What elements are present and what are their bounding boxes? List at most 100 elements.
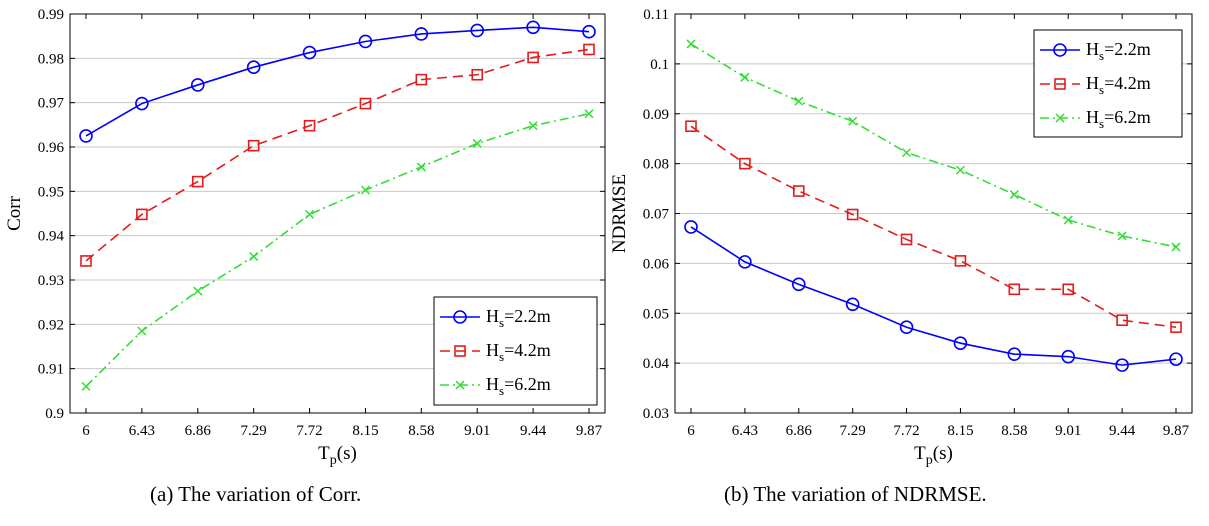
chart-corr: 0.9 0.91 0.92 0.93 0.94 0.95 0.96 0.97 0.98 0.99 6… (4, 7, 606, 468)
data-point (416, 162, 426, 172)
legend-marker (1053, 43, 1067, 57)
legend-label-rest: =2.2m (504, 306, 551, 326)
data-point (792, 185, 805, 197)
y-tick-label: 0.9 (45, 406, 64, 422)
y-tick-label: 0.94 (38, 229, 65, 245)
y-tick-label: 0.99 (38, 7, 64, 23)
x-tick-label: 6 (687, 423, 695, 439)
legend-marker (455, 380, 465, 390)
y-tick-label: 0.09 (643, 107, 669, 123)
data-point (953, 336, 968, 350)
plot-frame (674, 13, 1193, 414)
x-axis-label-unit: (s) (933, 443, 953, 464)
data-point (1171, 242, 1181, 252)
data-point (191, 175, 204, 188)
series-line (85, 48, 590, 262)
legend-marker (1055, 113, 1065, 123)
x-tick-label: 8.58 (408, 423, 434, 439)
legend-label-main: H (486, 340, 499, 360)
legend-label-main: H (1086, 107, 1099, 127)
y-tick-label: 0.11 (643, 7, 669, 23)
x-tick-label: 7.29 (241, 423, 267, 439)
series-line (690, 226, 1177, 366)
series-line (85, 112, 590, 387)
legend-label: Hs=6.2m (486, 374, 551, 398)
x-tick-label: 7.72 (893, 423, 919, 439)
data-point (794, 96, 804, 106)
legend-label: Hs=4.2m (1086, 73, 1151, 97)
caption-ndrmse: (b) The variation of NDRMSE. (724, 482, 987, 506)
legend-label: Hs=4.2m (486, 340, 551, 364)
legend-label-sub: s (499, 349, 504, 364)
data-point (359, 97, 372, 110)
series-3 (686, 39, 1181, 252)
series-1 (79, 20, 596, 143)
data-point (137, 326, 147, 336)
data-point (845, 297, 860, 312)
x-tick-label: 9.87 (1163, 423, 1190, 439)
y-tick-label: 0.03 (643, 406, 669, 422)
data-point (246, 60, 261, 74)
data-point (472, 138, 482, 148)
data-point (1007, 347, 1022, 361)
x-tick-label: 8.15 (947, 423, 973, 439)
data-point (193, 286, 203, 296)
x-tick-label: 6.86 (786, 423, 813, 439)
x-tick-label: 8.15 (352, 423, 378, 439)
data-point (685, 120, 697, 133)
x-axis-label-main: T (318, 443, 330, 464)
data-point (302, 45, 317, 60)
data-point (1115, 358, 1129, 372)
data-point (81, 381, 91, 391)
y-tick-label: 0.04 (643, 356, 670, 372)
data-point (470, 23, 485, 38)
y-tick-label: 0.96 (38, 140, 65, 156)
x-tick-label: 8.58 (1001, 423, 1027, 439)
x-tick-label: 7.29 (840, 423, 866, 439)
data-point (582, 24, 596, 39)
data-point (358, 34, 373, 49)
data-point (1169, 352, 1183, 366)
x-tick-label: 9.01 (464, 423, 490, 439)
y-tick-label: 0.97 (38, 96, 65, 112)
data-point (303, 119, 316, 132)
legend-entry-2: Hs=4.2m (1040, 73, 1151, 97)
data-point (1062, 283, 1075, 296)
data-point (415, 73, 428, 86)
data-point (247, 139, 260, 152)
data-point (1116, 314, 1128, 327)
x-axis-label-sub: p (330, 453, 337, 468)
data-point (583, 43, 595, 56)
x-tick-label: 6.43 (129, 423, 155, 439)
data-point (900, 233, 913, 246)
legend-label-sub: s (499, 315, 504, 330)
legend-label-main: H (486, 374, 499, 394)
y-tick-label: 0.06 (643, 256, 670, 272)
y-tick-label: 0.05 (643, 306, 669, 322)
data-point (684, 220, 698, 234)
data-point (360, 185, 370, 195)
data-point (1061, 349, 1076, 364)
data-point (1170, 321, 1182, 334)
data-point (527, 51, 539, 64)
data-point (414, 27, 429, 41)
legend-marker (1054, 78, 1066, 90)
data-point (526, 20, 540, 35)
legend-label-sub: s (1099, 48, 1104, 63)
x-tick-label: 9.87 (576, 423, 603, 439)
data-point (136, 208, 148, 221)
data-point (791, 277, 806, 292)
data-point (686, 39, 696, 49)
data-point (955, 165, 965, 175)
legend-label-main: H (1086, 73, 1099, 93)
x-axis-label-unit: (s) (337, 443, 357, 464)
y-tick-label: 0.08 (643, 157, 669, 173)
series-line (85, 26, 590, 137)
data-point (249, 251, 259, 262)
x-tick-label: 9.44 (1109, 423, 1136, 439)
data-point (739, 157, 751, 170)
legend-label-sub: s (1099, 116, 1104, 131)
x-tick-label: 6 (82, 423, 90, 439)
series-2 (685, 120, 1182, 334)
